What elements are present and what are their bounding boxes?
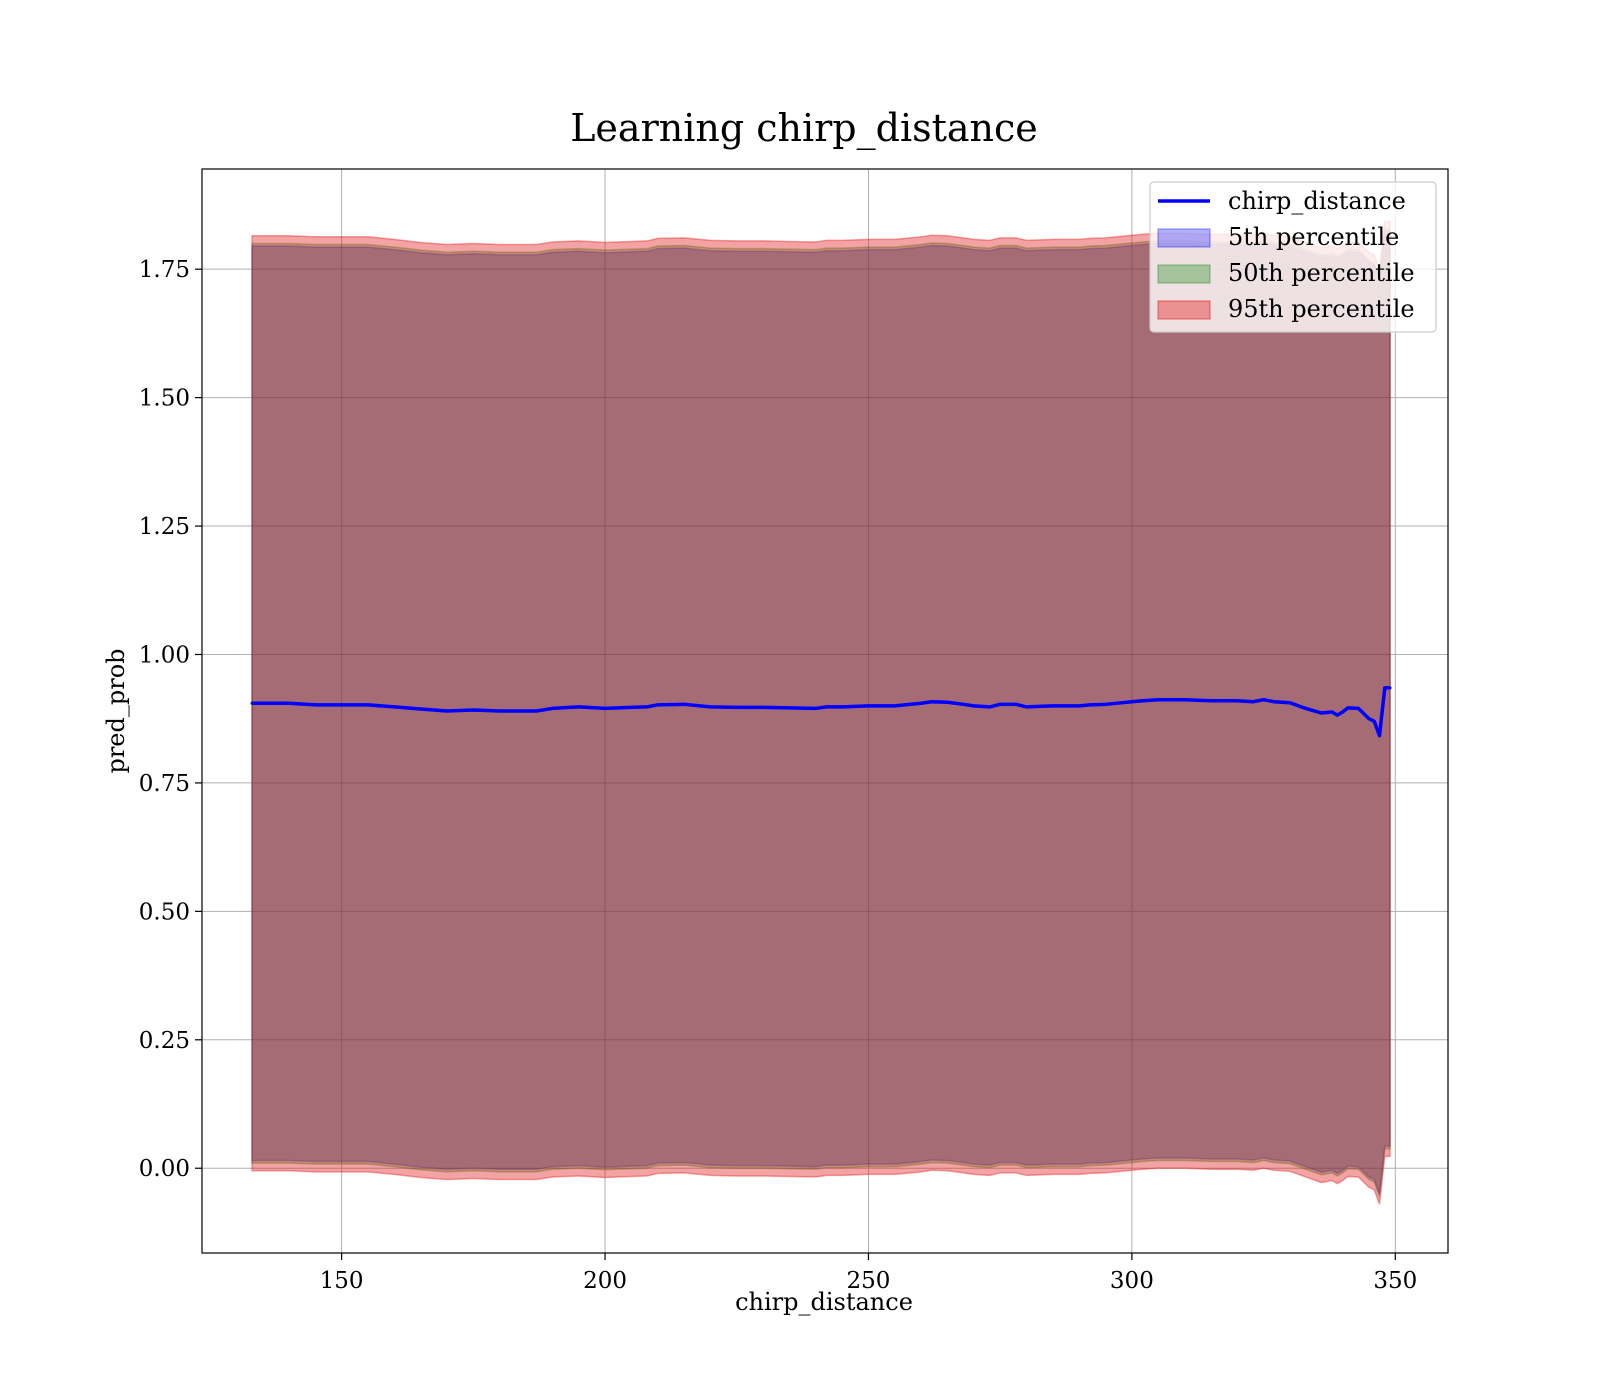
y-axis-label: pred_prob bbox=[102, 648, 130, 773]
legend-label: chirp_distance bbox=[1228, 187, 1406, 215]
data-point bbox=[1346, 706, 1350, 710]
series-points bbox=[250, 686, 1392, 738]
data-point bbox=[1025, 705, 1029, 709]
y-axis-ticks: 0.00 0.25 0.50 0.75 1.00 1.25 1.50 1.75 bbox=[139, 257, 202, 1182]
data-point bbox=[1209, 699, 1213, 703]
x-tick-label: 200 bbox=[583, 1268, 627, 1294]
y-tick-label: 1.75 bbox=[139, 257, 190, 283]
x-tick-label: 300 bbox=[1110, 1268, 1154, 1294]
data-point bbox=[787, 706, 791, 710]
data-point bbox=[629, 705, 633, 709]
data-point bbox=[287, 701, 291, 705]
data-point bbox=[961, 702, 965, 706]
grid bbox=[202, 169, 1448, 1253]
data-point bbox=[445, 709, 449, 713]
data-point bbox=[708, 705, 712, 709]
data-point bbox=[761, 705, 765, 709]
data-point bbox=[1356, 706, 1360, 710]
data-point bbox=[1388, 686, 1392, 690]
data-point bbox=[1288, 701, 1292, 705]
legend-frame bbox=[1149, 181, 1437, 333]
data-point bbox=[603, 706, 607, 710]
data-point bbox=[498, 709, 502, 713]
y-tick-label: 1.00 bbox=[139, 642, 190, 668]
data-point bbox=[1183, 698, 1187, 702]
x-axis-ticks: 150 200 250 300 350 bbox=[320, 1253, 1417, 1294]
legend-swatch-patch bbox=[1157, 228, 1211, 248]
data-point bbox=[1251, 700, 1255, 704]
data-point bbox=[1341, 710, 1345, 714]
data-point bbox=[1330, 710, 1334, 714]
data-point bbox=[471, 708, 475, 712]
x-tick-label: 150 bbox=[320, 1268, 364, 1294]
data-point bbox=[1235, 699, 1239, 703]
data-point bbox=[1077, 704, 1081, 708]
data-point bbox=[1383, 686, 1387, 690]
legend-swatch-patch bbox=[1157, 264, 1211, 284]
data-point bbox=[1304, 706, 1308, 710]
band-2 bbox=[251, 220, 1391, 1205]
x-tick-label: 350 bbox=[1373, 1268, 1417, 1294]
x-axis-label: chirp_distance bbox=[735, 1288, 913, 1316]
data-point bbox=[1140, 699, 1144, 703]
data-point bbox=[535, 709, 539, 713]
data-point bbox=[988, 705, 992, 709]
data-point bbox=[1378, 734, 1382, 738]
data-point bbox=[392, 705, 396, 709]
legend-swatch-patch bbox=[1157, 300, 1211, 320]
data-point bbox=[824, 705, 828, 709]
band-1 bbox=[251, 228, 1391, 1197]
x-tick-label: 250 bbox=[847, 1268, 891, 1294]
legend-label: 5th percentile bbox=[1228, 223, 1399, 251]
data-point bbox=[919, 701, 923, 705]
data-point bbox=[840, 705, 844, 709]
data-point bbox=[1262, 698, 1266, 702]
data-point bbox=[1088, 703, 1092, 707]
data-point bbox=[945, 700, 949, 704]
data-point bbox=[882, 704, 886, 708]
y-tick-label: 0.00 bbox=[139, 1156, 190, 1182]
data-point bbox=[1272, 700, 1276, 704]
data-point bbox=[550, 706, 554, 710]
band-0 bbox=[251, 230, 1391, 1195]
data-point bbox=[866, 704, 870, 708]
data-point bbox=[1372, 719, 1376, 723]
data-point bbox=[1156, 698, 1160, 702]
y-tick-label: 0.50 bbox=[139, 899, 190, 925]
y-tick-label: 1.25 bbox=[139, 514, 190, 540]
legend-label: 95th percentile bbox=[1228, 295, 1415, 323]
legend-label: 50th percentile bbox=[1228, 259, 1415, 287]
series-lines bbox=[252, 686, 1391, 738]
data-point bbox=[1320, 711, 1324, 715]
legend: chirp_distance 5th percentile 50th percent… bbox=[1149, 181, 1437, 333]
data-point bbox=[419, 707, 423, 711]
data-point bbox=[577, 705, 581, 709]
data-point bbox=[313, 703, 317, 707]
data-point bbox=[998, 702, 1002, 706]
data-point bbox=[930, 700, 934, 704]
data-point bbox=[814, 706, 818, 710]
data-point bbox=[1104, 702, 1108, 706]
data-point bbox=[1014, 702, 1018, 706]
y-tick-label: 0.75 bbox=[139, 771, 190, 797]
data-point bbox=[893, 704, 897, 708]
percentile-bands bbox=[251, 220, 1391, 1205]
y-tick-label: 0.25 bbox=[139, 1028, 190, 1054]
data-point bbox=[682, 702, 686, 706]
data-point bbox=[1367, 717, 1371, 721]
series-line-0 bbox=[252, 686, 1391, 738]
data-point bbox=[1051, 704, 1055, 708]
data-point bbox=[1335, 713, 1339, 717]
data-point bbox=[735, 705, 739, 709]
data-point bbox=[1130, 700, 1134, 704]
data-point bbox=[972, 704, 976, 708]
data-point bbox=[250, 701, 254, 705]
data-point bbox=[656, 703, 660, 707]
y-tick-label: 1.50 bbox=[139, 386, 190, 412]
data-point bbox=[366, 703, 370, 707]
data-point bbox=[645, 705, 649, 709]
chart-title: Learning chirp_distance bbox=[570, 106, 1038, 151]
plot-area-frame bbox=[201, 168, 1449, 1254]
